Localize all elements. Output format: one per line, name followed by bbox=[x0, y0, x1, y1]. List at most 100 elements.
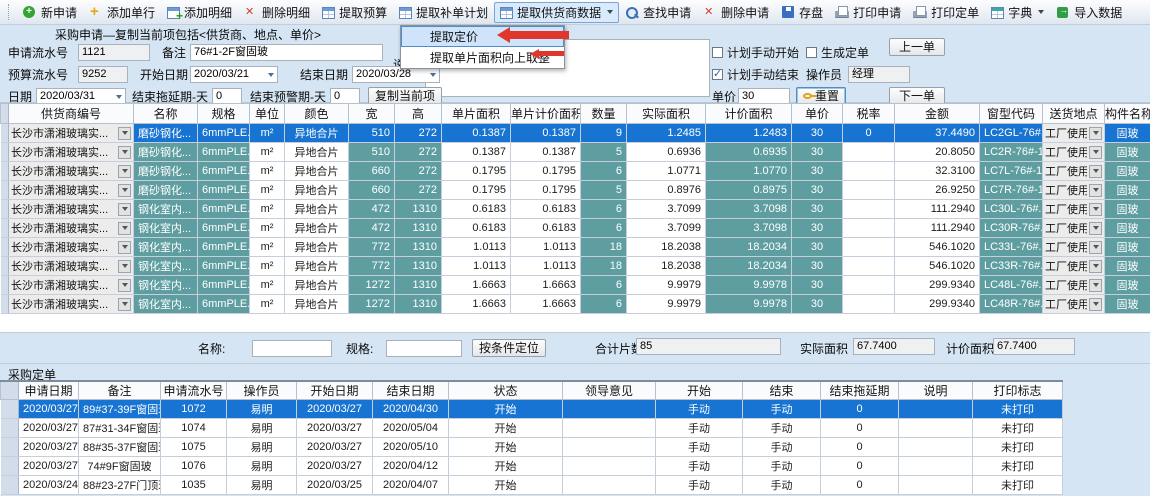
table-cell[interactable]: 0.6936 bbox=[626, 142, 706, 162]
table-row[interactable]: 长沙市潇湘玻璃实... 钢化室内...6mmPLE...m²异地合片7721310… bbox=[0, 237, 1150, 257]
table-cell[interactable]: 1.0113 bbox=[510, 256, 581, 276]
column-header[interactable]: 数量 bbox=[580, 103, 627, 124]
table-cell[interactable]: 手动 bbox=[655, 475, 743, 495]
table-cell[interactable]: 固玻 bbox=[1104, 294, 1150, 314]
table-cell[interactable]: 异地合片 bbox=[284, 275, 349, 295]
dropdown-cell[interactable]: 长沙市潇湘玻璃实... bbox=[8, 218, 134, 238]
table-cell[interactable]: 钢化室内... bbox=[133, 275, 198, 295]
table-cell[interactable]: m² bbox=[249, 275, 285, 295]
table-cell[interactable]: 2020/05/10 bbox=[372, 437, 449, 457]
dropdown-cell[interactable]: 工厂使用 bbox=[1042, 256, 1105, 276]
table-cell[interactable] bbox=[562, 475, 656, 495]
table-cell[interactable]: 30 bbox=[791, 218, 843, 238]
remark-field[interactable]: 76#1-2F窗固玻 bbox=[190, 44, 383, 61]
column-header[interactable]: 状态 bbox=[448, 380, 563, 400]
table-cell[interactable]: 2020/03/27 bbox=[296, 437, 373, 457]
dropdown-cell[interactable]: 工厂使用 bbox=[1042, 275, 1105, 295]
table-cell[interactable]: 30 bbox=[791, 180, 843, 200]
table-cell[interactable]: 3.7099 bbox=[626, 218, 706, 238]
table-cell[interactable]: 磨砂钢化... bbox=[133, 123, 198, 143]
table-cell[interactable]: 未打印 bbox=[972, 437, 1063, 457]
table-cell[interactable]: 30 bbox=[791, 142, 843, 162]
table-cell[interactable]: 易明 bbox=[226, 456, 297, 476]
dropdown-cell[interactable]: 工厂使用 bbox=[1042, 180, 1105, 200]
table-cell[interactable]: 510 bbox=[348, 123, 395, 143]
table-cell[interactable]: 87#31-34F窗固玻 bbox=[78, 418, 161, 438]
table-cell[interactable]: 固玻 bbox=[1104, 161, 1150, 181]
table-cell[interactable]: 30 bbox=[791, 199, 843, 219]
table-cell[interactable]: 18.2038 bbox=[626, 237, 706, 257]
menu-item-round-up-piece-area[interactable]: 提取单片面积向上取整 bbox=[430, 51, 551, 65]
column-header[interactable]: 金额 bbox=[894, 103, 980, 124]
table-row[interactable]: 长沙市潇湘玻璃实...磨砂钢化...6mmPLE...m²异地合片6602720… bbox=[0, 161, 1150, 181]
table-cell[interactable]: 299.9340 bbox=[894, 294, 980, 314]
table-cell[interactable]: 772 bbox=[348, 237, 395, 257]
operator-field[interactable]: 经理 bbox=[848, 66, 910, 83]
dropdown-cell[interactable]: 工厂使用 bbox=[1042, 123, 1105, 143]
dropdown-cell[interactable]: 长沙市潇湘玻璃实... bbox=[8, 123, 134, 143]
table-cell[interactable]: 未打印 bbox=[972, 399, 1063, 419]
table-cell[interactable]: LC48R-76#... bbox=[979, 294, 1043, 314]
table-cell[interactable]: 0.8975 bbox=[705, 180, 792, 200]
table-cell[interactable]: 1076 bbox=[160, 456, 227, 476]
table-cell[interactable]: 0 bbox=[820, 437, 899, 457]
table-cell[interactable]: 1.6663 bbox=[441, 275, 511, 295]
table-cell[interactable] bbox=[842, 256, 895, 276]
chevron-down-icon[interactable] bbox=[118, 145, 131, 159]
table-cell[interactable]: 660 bbox=[348, 161, 395, 181]
table-cell[interactable]: 299.9340 bbox=[894, 275, 980, 295]
table-cell[interactable]: 6 bbox=[580, 294, 627, 314]
table-cell[interactable]: 1310 bbox=[394, 237, 442, 257]
table-cell[interactable]: 37.4490 bbox=[894, 123, 980, 143]
table-cell[interactable]: 1310 bbox=[394, 199, 442, 219]
start-date-combo[interactable]: 2020/03/21 bbox=[190, 66, 278, 83]
table-cell[interactable] bbox=[842, 142, 895, 162]
table-cell[interactable]: 0.1795 bbox=[441, 161, 511, 181]
table-cell[interactable]: 0.1795 bbox=[510, 180, 581, 200]
table-cell[interactable]: 1074 bbox=[160, 418, 227, 438]
table-row[interactable]: 长沙市潇湘玻璃实...磨砂钢化...6mmPLE...m²异地合片6602720… bbox=[0, 180, 1150, 200]
table-cell[interactable]: 固玻 bbox=[1104, 275, 1150, 295]
dropdown-cell[interactable]: 工厂使用 bbox=[1042, 199, 1105, 219]
table-cell[interactable]: 9.9979 bbox=[626, 275, 706, 295]
table-cell[interactable]: 6mmPLE... bbox=[197, 294, 250, 314]
table-cell[interactable]: 3.7098 bbox=[705, 218, 792, 238]
table-cell[interactable]: 9.9978 bbox=[705, 294, 792, 314]
table-cell[interactable]: 易明 bbox=[226, 418, 297, 438]
column-header[interactable]: 高 bbox=[394, 103, 442, 124]
column-header[interactable]: 窗型代码 bbox=[979, 103, 1043, 124]
table-cell[interactable]: 异地合片 bbox=[284, 161, 349, 181]
table-cell[interactable]: 异地合片 bbox=[284, 180, 349, 200]
table-cell[interactable]: 异地合片 bbox=[284, 237, 349, 257]
table-cell[interactable]: 手动 bbox=[742, 399, 821, 419]
table-row[interactable]: 长沙市潇湘玻璃实... 钢化室内...6mmPLE...m²异地合片7721310… bbox=[0, 256, 1150, 276]
table-cell[interactable] bbox=[562, 418, 656, 438]
table-cell[interactable]: 1072 bbox=[160, 399, 227, 419]
name-filter-input[interactable] bbox=[252, 340, 332, 357]
table-cell[interactable]: 6 bbox=[580, 218, 627, 238]
print-order-button[interactable]: 打印定单 bbox=[907, 2, 985, 23]
table-cell[interactable]: 手动 bbox=[655, 399, 743, 419]
table-cell[interactable]: 2020/03/24 bbox=[18, 475, 79, 495]
table-cell[interactable]: 1310 bbox=[394, 218, 442, 238]
table-cell[interactable] bbox=[842, 237, 895, 257]
table-cell[interactable] bbox=[562, 399, 656, 419]
table-cell[interactable]: 易明 bbox=[226, 437, 297, 457]
table-cell[interactable]: 2020/03/27 bbox=[296, 399, 373, 419]
column-header[interactable]: 名称 bbox=[133, 103, 198, 124]
table-cell[interactable]: 0.6183 bbox=[510, 199, 581, 219]
column-header[interactable]: 领导意见 bbox=[562, 380, 656, 400]
column-header[interactable]: 计价面积 bbox=[705, 103, 792, 124]
generate-order-checkbox[interactable]: 生成定单 bbox=[806, 45, 869, 60]
table-cell[interactable]: 6mmPLE... bbox=[197, 161, 250, 181]
table-cell[interactable]: 30 bbox=[791, 256, 843, 276]
table-cell[interactable]: 772 bbox=[348, 256, 395, 276]
table-cell[interactable]: 20.8050 bbox=[894, 142, 980, 162]
table-cell[interactable]: 钢化室内... bbox=[133, 199, 198, 219]
table-cell[interactable]: 开始 bbox=[448, 456, 563, 476]
table-cell[interactable]: 1.0771 bbox=[626, 161, 706, 181]
chevron-down-icon[interactable] bbox=[1089, 164, 1102, 178]
table-row[interactable]: 长沙市潇湘玻璃实... 钢化室内...6mmPLE...m²异地合片1272131… bbox=[0, 275, 1150, 295]
extract-budget-button[interactable]: 提取预算 bbox=[316, 2, 393, 23]
table-cell[interactable]: LC30L-76#... bbox=[979, 199, 1043, 219]
